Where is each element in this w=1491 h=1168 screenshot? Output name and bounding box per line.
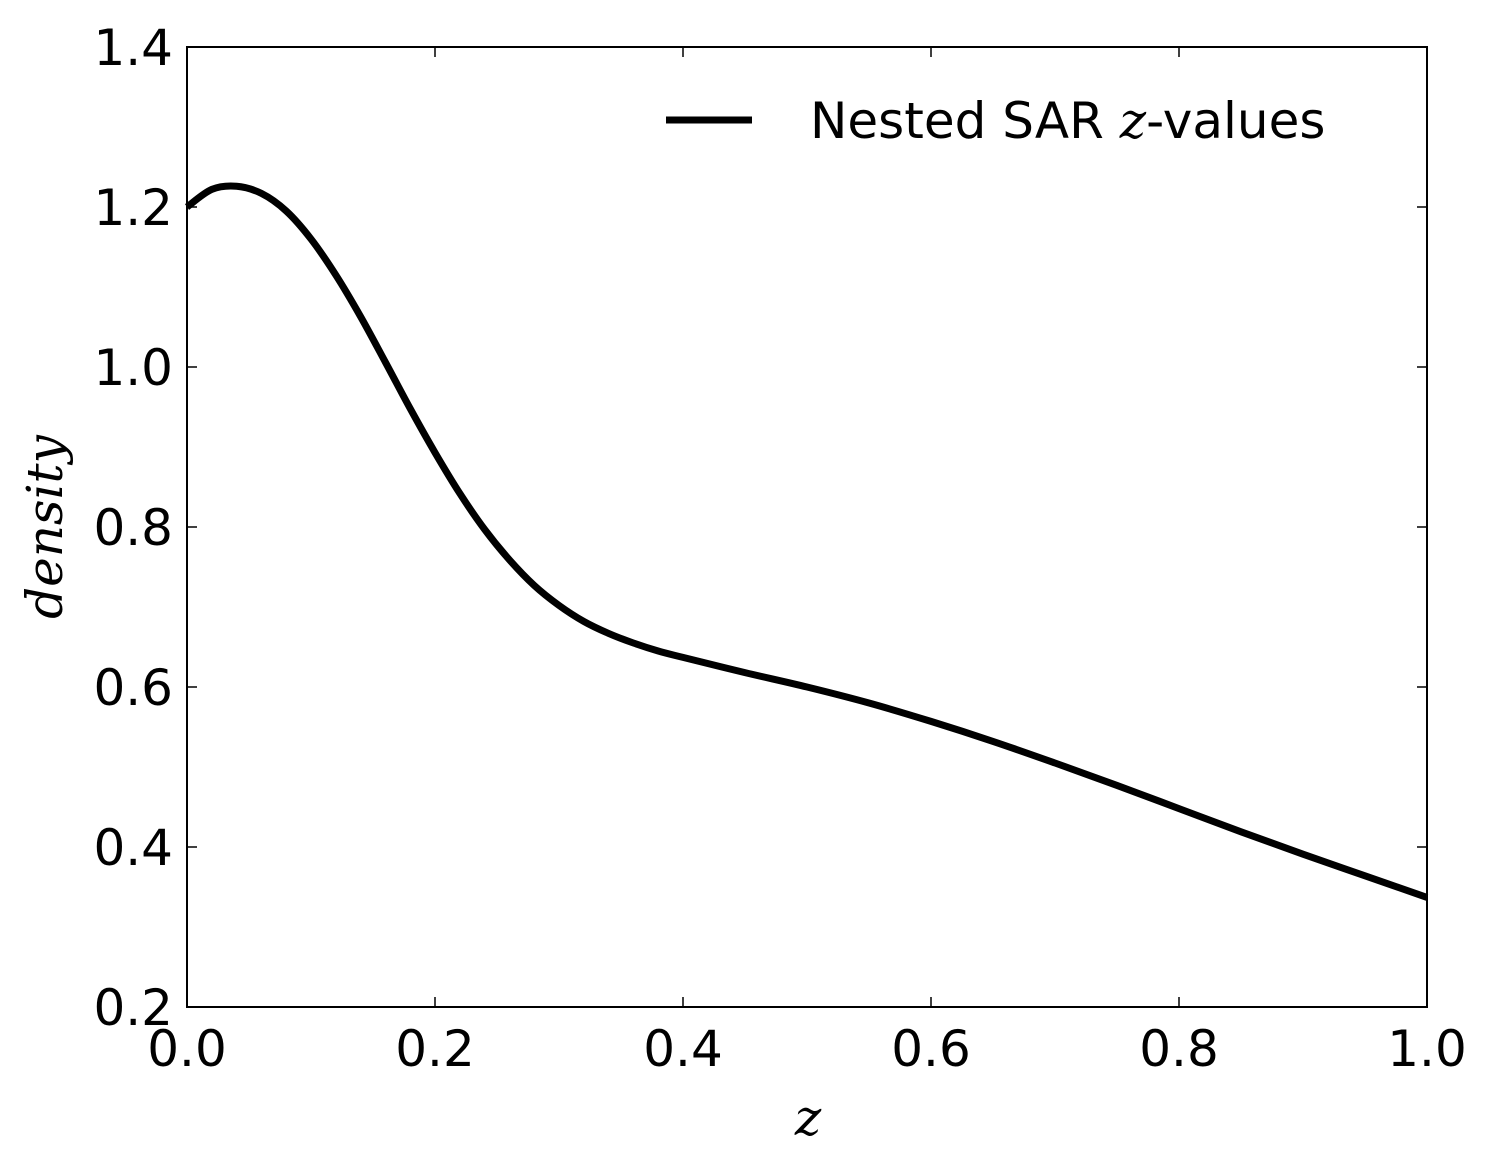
legend-label-prefix: Nested SAR	[810, 92, 1120, 150]
y-tick-label: 1.0	[93, 339, 173, 397]
y-tick-label: 0.6	[93, 659, 173, 717]
x-tick-label: 0.0	[147, 1020, 227, 1078]
y-tick-label: 0.4	[93, 819, 173, 877]
x-tick-label: 0.4	[643, 1020, 723, 1078]
x-tick-label: 0.6	[891, 1020, 971, 1078]
x-axis: 0.0 0.2 0.4 0.6 0.8 1.0	[147, 47, 1467, 1078]
legend-label-suffix: -values	[1146, 92, 1325, 150]
y-tick-label: 1.2	[93, 179, 173, 237]
legend: Nested SAR z-values	[666, 92, 1325, 150]
x-tick-label: 1.0	[1387, 1020, 1467, 1078]
x-axis-label: z	[794, 1089, 822, 1147]
x-tick-label: 0.2	[395, 1020, 475, 1078]
y-tick-label: 1.4	[93, 19, 173, 77]
axes-frame	[186, 46, 1428, 1008]
y-tick-label: 0.2	[93, 979, 173, 1037]
x-tick-label: 0.8	[1139, 1020, 1219, 1078]
legend-label-variable: z	[1119, 92, 1147, 150]
y-axis: 0.2 0.4 0.6 0.8 1.0 1.2 1.4	[93, 19, 1427, 1037]
plot-area	[184, 46, 1429, 1008]
series-line-nested-sar-z-values	[184, 182, 1429, 901]
y-tick-label: 0.8	[93, 499, 173, 557]
y-axis-label: density	[16, 434, 74, 619]
legend-label: Nested SAR z-values	[810, 92, 1325, 150]
